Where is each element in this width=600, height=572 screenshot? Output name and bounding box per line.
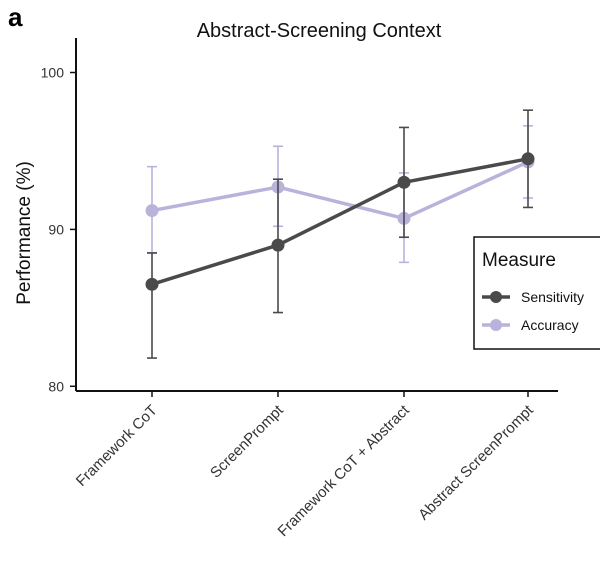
series-line (151, 160, 529, 221)
legend-key-point (490, 291, 502, 303)
series-line (151, 157, 529, 286)
y-axis-label: Performance (%) (14, 161, 35, 305)
legend-item-label: Sensitivity (521, 289, 584, 305)
data-point (521, 152, 535, 166)
legend-title: Measure (482, 250, 556, 271)
y-tick-label: 90 (48, 221, 64, 237)
data-point (397, 175, 411, 189)
chart-title: Abstract-Screening Context (197, 20, 442, 42)
y-ticks: 80 90 100 (41, 65, 76, 394)
x-tick-label: Abstract ScreenPrompt (415, 401, 537, 523)
legend-item-label: Accuracy (521, 317, 579, 333)
data-point (271, 238, 285, 252)
data-point (145, 277, 159, 291)
legend: Measure Sensitivity Accuracy (473, 236, 600, 350)
panel-label: a (8, 2, 23, 32)
legend-key-point (490, 319, 502, 331)
x-tick-label: Framework CoT + Abstract (275, 401, 414, 540)
x-tick-label: Framework CoT (73, 402, 161, 490)
legend-items: Sensitivity Accuracy (482, 289, 584, 333)
data-point (145, 204, 159, 218)
y-tick-label: 100 (41, 65, 65, 81)
series-layer (145, 109, 535, 359)
x-tick-label: ScreenPrompt (207, 401, 287, 481)
series-sensitivity (145, 109, 535, 359)
y-tick-label: 80 (48, 378, 64, 394)
